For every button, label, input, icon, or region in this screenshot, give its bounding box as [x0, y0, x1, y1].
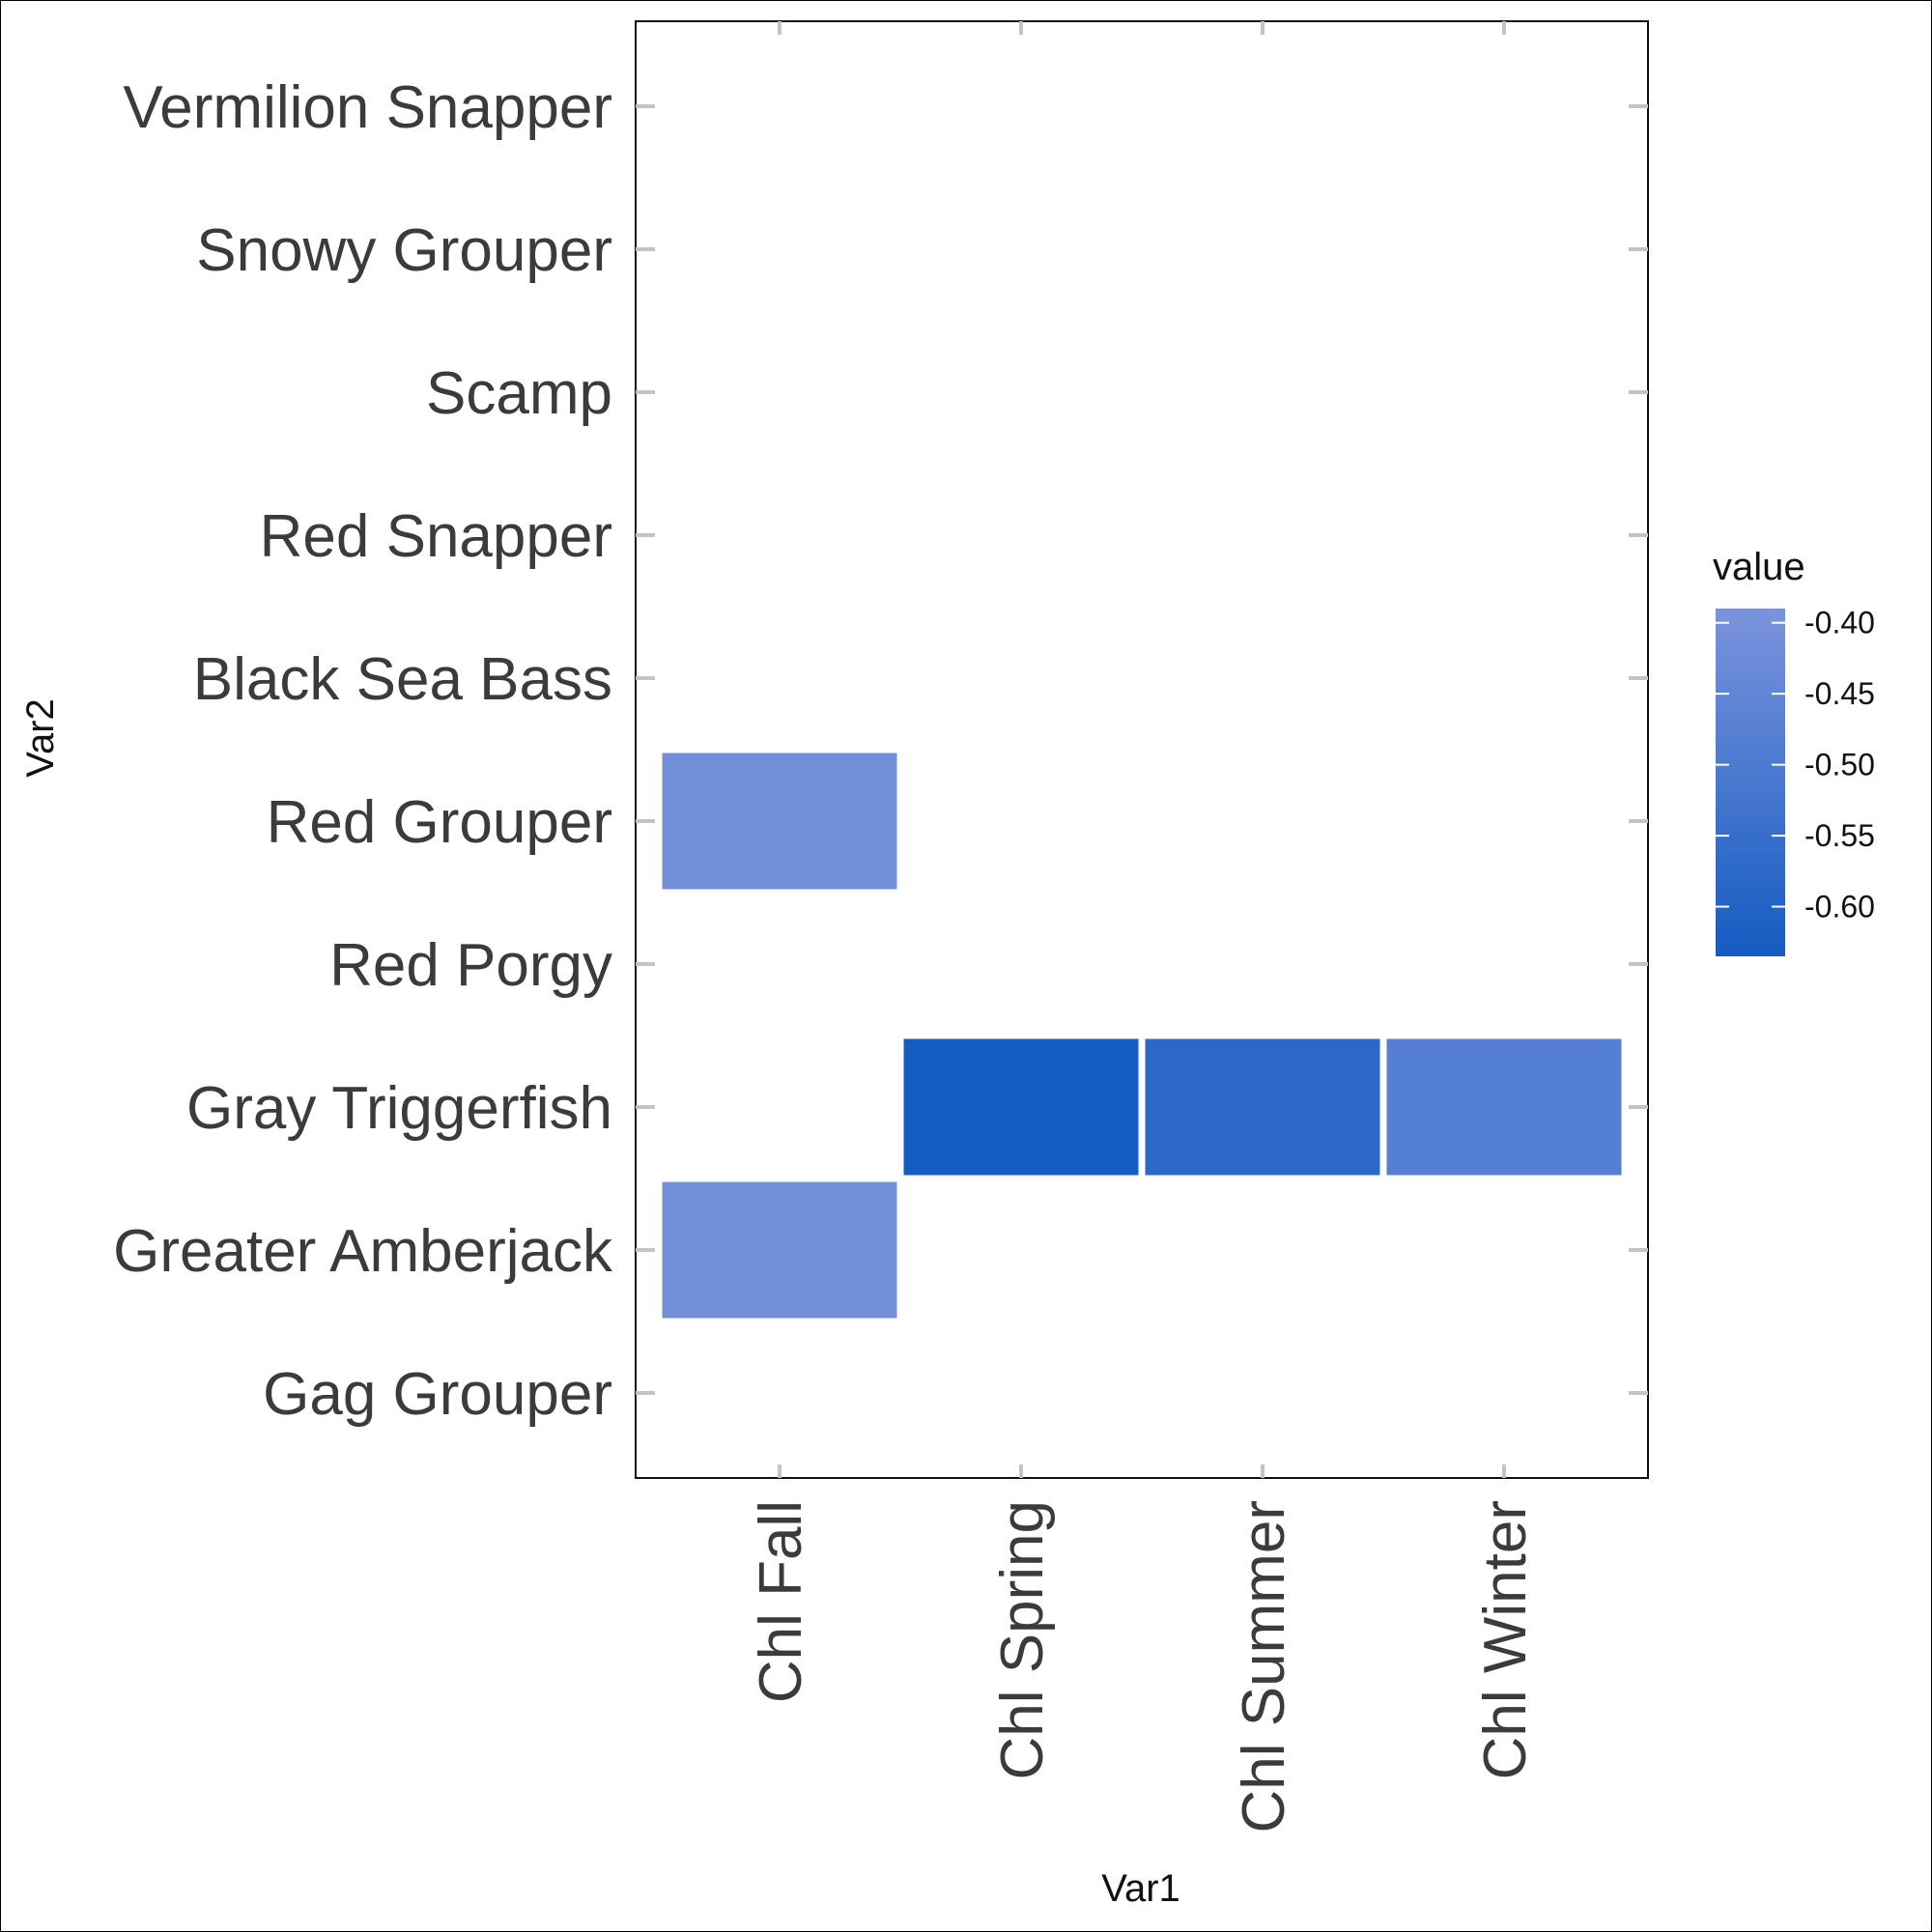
legend-tick-label: -0.55	[1804, 818, 1875, 853]
heatmap-cell	[900, 1036, 1142, 1179]
legend-tick-label: -0.40	[1804, 606, 1875, 640]
x-axis-title: Var1	[1101, 1867, 1180, 1910]
y-axis-title: Var2	[19, 698, 62, 778]
legend-title: value	[1713, 546, 1805, 588]
y-tick-label: Snowy Grouper	[196, 217, 612, 284]
y-tick-label: Greater Amberjack	[113, 1218, 613, 1285]
y-tick-label: Red Snapper	[260, 503, 612, 570]
plot-panel-border	[635, 20, 1649, 1479]
x-tick-label: Chl Fall	[748, 1500, 814, 1703]
y-tick-label: Red Porgy	[329, 932, 612, 999]
x-tick-label: Chl Spring	[989, 1500, 1056, 1779]
heatmap-cell	[659, 1179, 900, 1321]
y-tick-label: Black Sea Bass	[193, 646, 612, 713]
y-tick-label: Vermilion Snapper	[123, 74, 612, 141]
x-tick-label: Chl Winter	[1472, 1500, 1539, 1779]
heatmap-cell	[1383, 1036, 1625, 1179]
x-tick-label: Chl Summer	[1231, 1500, 1297, 1833]
legend-tick-label: -0.60	[1804, 890, 1875, 924]
heatmap-cell	[1142, 1036, 1383, 1179]
y-tick-label: Red Grouper	[267, 789, 612, 856]
legend-colorbar	[1716, 609, 1785, 956]
y-tick-label: Gag Grouper	[263, 1361, 612, 1428]
heatmap-cell	[659, 750, 900, 893]
legend-tick-label: -0.45	[1804, 676, 1875, 711]
y-tick-label: Gray Triggerfish	[186, 1075, 612, 1142]
legend-tick-label: -0.50	[1804, 748, 1875, 782]
y-tick-label: Scamp	[426, 360, 612, 427]
